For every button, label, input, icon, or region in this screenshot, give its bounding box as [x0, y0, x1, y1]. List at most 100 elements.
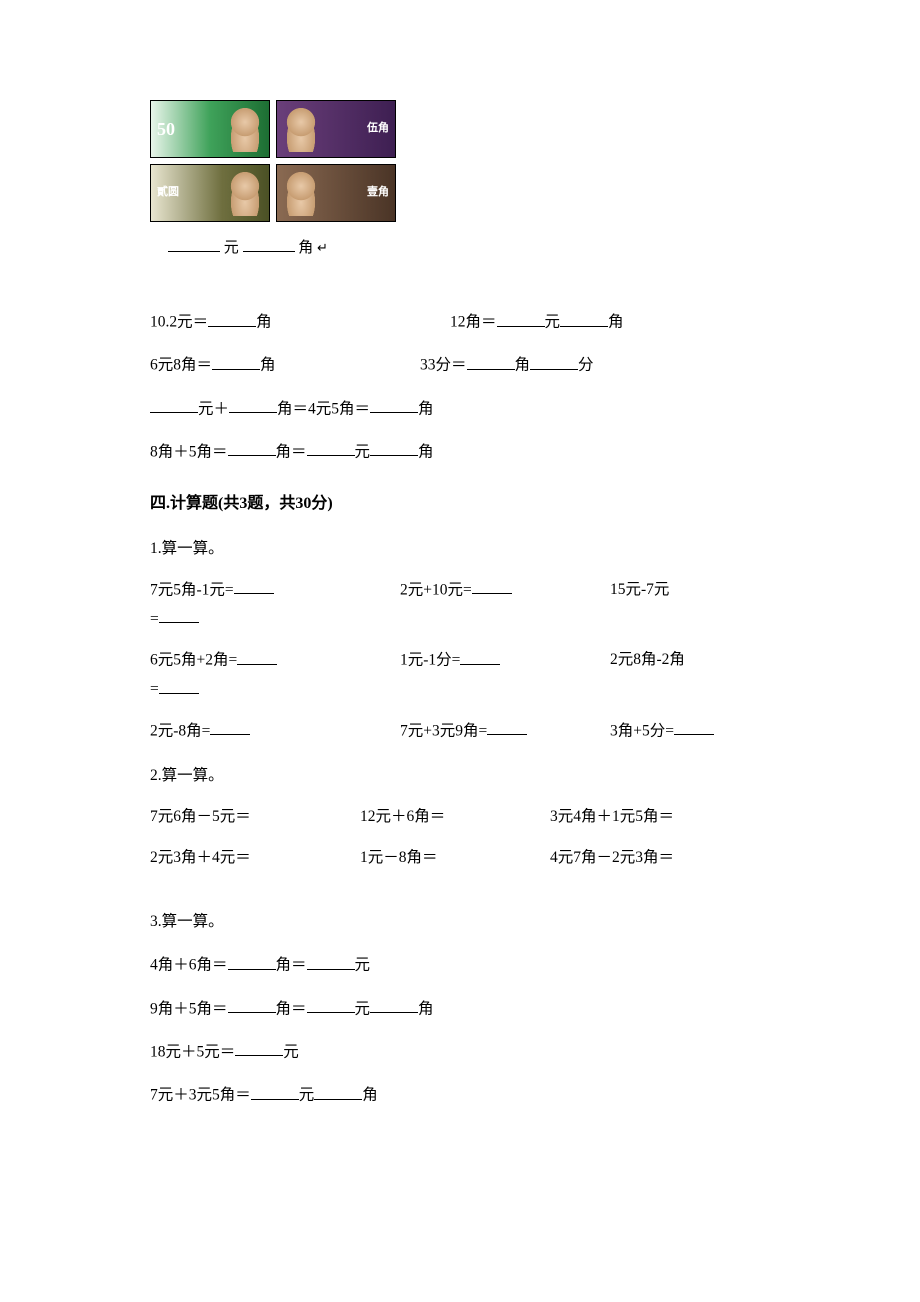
banknote-denom: 50	[157, 115, 175, 144]
text: 6元8角＝	[150, 357, 212, 374]
expr: 1元-1分=	[400, 652, 460, 669]
fill-blank[interactable]	[467, 353, 515, 370]
calc-line: 4角＋6角＝ 角＝ 元	[150, 953, 770, 978]
text: 角	[418, 1000, 434, 1017]
banknote-label: 貳圆	[157, 184, 179, 202]
text: 10.2元＝	[150, 314, 208, 331]
expr: 3角+5分=	[610, 722, 674, 739]
fill-blank[interactable]	[212, 353, 260, 370]
fill-blank[interactable]	[560, 310, 608, 327]
calc-row-continuation: =	[150, 677, 770, 702]
expr: 15元-7元	[610, 581, 669, 598]
text: 角＝	[276, 957, 307, 974]
banknote-50-yuan: 50	[150, 100, 270, 158]
fill-blank[interactable]	[674, 719, 714, 736]
expr: 7元6角－5元＝	[150, 808, 251, 825]
fill-blank[interactable]	[370, 397, 418, 414]
expr: 2元-8角=	[150, 722, 210, 739]
fill-blank[interactable]	[307, 997, 355, 1014]
fill-blank[interactable]	[228, 997, 276, 1014]
calc-row: 7元6角－5元＝ 12元＋6角＝ 3元4角＋1元5角＝	[150, 805, 770, 830]
text: 元＋	[198, 400, 229, 417]
fill-blank[interactable]	[370, 440, 418, 457]
fill-blank[interactable]	[210, 719, 250, 736]
unit-yuan: 元	[224, 240, 239, 256]
fill-blank[interactable]	[229, 397, 277, 414]
portrait-icon	[283, 170, 319, 216]
unit-jiao: 角	[298, 240, 313, 256]
fill-blank[interactable]	[228, 440, 276, 457]
fill-blank[interactable]	[168, 236, 220, 252]
portrait-icon	[227, 170, 263, 216]
conversion-row: 10.2元＝ 角 12角＝ 元 角	[150, 310, 770, 335]
text: 角＝	[276, 1000, 307, 1017]
fill-blank[interactable]	[150, 397, 198, 414]
expr: 1元－8角＝	[360, 849, 438, 866]
fill-blank[interactable]	[307, 440, 355, 457]
text: 8角＋5角＝	[150, 443, 228, 460]
fill-blank[interactable]	[159, 607, 199, 624]
fill-blank[interactable]	[530, 353, 578, 370]
fill-blank[interactable]	[460, 648, 500, 665]
conversion-row: 6元8角＝ 角 33分＝ 角 分	[150, 353, 770, 378]
text: 角＝	[276, 443, 307, 460]
text: 33分＝	[420, 357, 467, 374]
question-title: 2.算一算。	[150, 764, 770, 789]
text: 角	[256, 314, 272, 331]
fill-blank[interactable]	[251, 1083, 299, 1100]
fill-blank[interactable]	[487, 719, 527, 736]
calc-row: 6元5角+2角= 1元-1分= 2元8角-2角	[150, 648, 770, 673]
text: 角	[418, 443, 434, 460]
fill-blank[interactable]	[159, 677, 199, 694]
expr: 9角＋5角＝	[150, 1000, 228, 1017]
fill-blank[interactable]	[235, 1040, 283, 1057]
text: 元	[283, 1043, 299, 1060]
expr: 7元＋3元5角＝	[150, 1087, 251, 1104]
text: 角	[418, 400, 434, 417]
expr: 2元+10元=	[400, 581, 472, 598]
fill-blank[interactable]	[314, 1083, 362, 1100]
text: 角＝4元5角＝	[277, 400, 370, 417]
calc-line: 7元＋3元5角＝元角	[150, 1083, 770, 1108]
conversion-row: 8角＋5角＝ 角＝ 元 角	[150, 440, 770, 465]
conversion-row: 元＋ 角＝4元5角＝ 角	[150, 397, 770, 422]
text: 元	[355, 957, 371, 974]
text: 角	[515, 357, 531, 374]
fill-blank[interactable]	[234, 578, 274, 595]
portrait-icon	[283, 106, 319, 152]
fill-blank[interactable]	[472, 578, 512, 595]
section-4-heading: 四.计算题(共3题，共30分)	[150, 491, 770, 517]
text: 12角＝	[450, 314, 497, 331]
fill-blank[interactable]	[243, 236, 295, 252]
banknote-2-yuan: 貳圆	[150, 164, 270, 222]
text: 角	[608, 314, 624, 331]
banknote-grid: 50 伍角 貳圆 壹角	[150, 100, 770, 222]
expr: 4元7角－2元3角＝	[550, 849, 674, 866]
text: 分	[578, 357, 594, 374]
calc-row: 2元-8角= 7元+3元9角= 3角+5分=	[150, 719, 770, 744]
fill-blank[interactable]	[237, 648, 277, 665]
calc-row: 2元3角＋4元＝ 1元－8角＝ 4元7角－2元3角＝	[150, 846, 770, 871]
expr: 7元5角-1元=	[150, 581, 234, 598]
calc-row: 7元5角-1元= 2元+10元= 15元-7元	[150, 578, 770, 603]
expr: 2元3角＋4元＝	[150, 849, 251, 866]
question-title: 1.算一算。	[150, 537, 770, 562]
return-symbol: ↵	[317, 240, 328, 255]
fill-blank[interactable]	[497, 310, 545, 327]
banknote-caption: 元 角 ↵	[168, 236, 770, 260]
text: 元	[355, 443, 371, 460]
fill-blank[interactable]	[370, 997, 418, 1014]
banknote-5-jiao: 伍角	[276, 100, 396, 158]
fill-blank[interactable]	[228, 953, 276, 970]
calc-row-continuation: =	[150, 607, 770, 632]
expr: 4角＋6角＝	[150, 957, 228, 974]
text: 元	[355, 1000, 371, 1017]
text: 元	[545, 314, 561, 331]
expr: 3元4角＋1元5角＝	[550, 808, 674, 825]
fill-blank[interactable]	[208, 310, 256, 327]
question-title: 3.算一算。	[150, 910, 770, 935]
text: 角	[260, 357, 276, 374]
calc-line: 18元＋5元＝元	[150, 1040, 770, 1065]
expr: 2元8角-2角	[610, 651, 685, 668]
fill-blank[interactable]	[307, 953, 355, 970]
